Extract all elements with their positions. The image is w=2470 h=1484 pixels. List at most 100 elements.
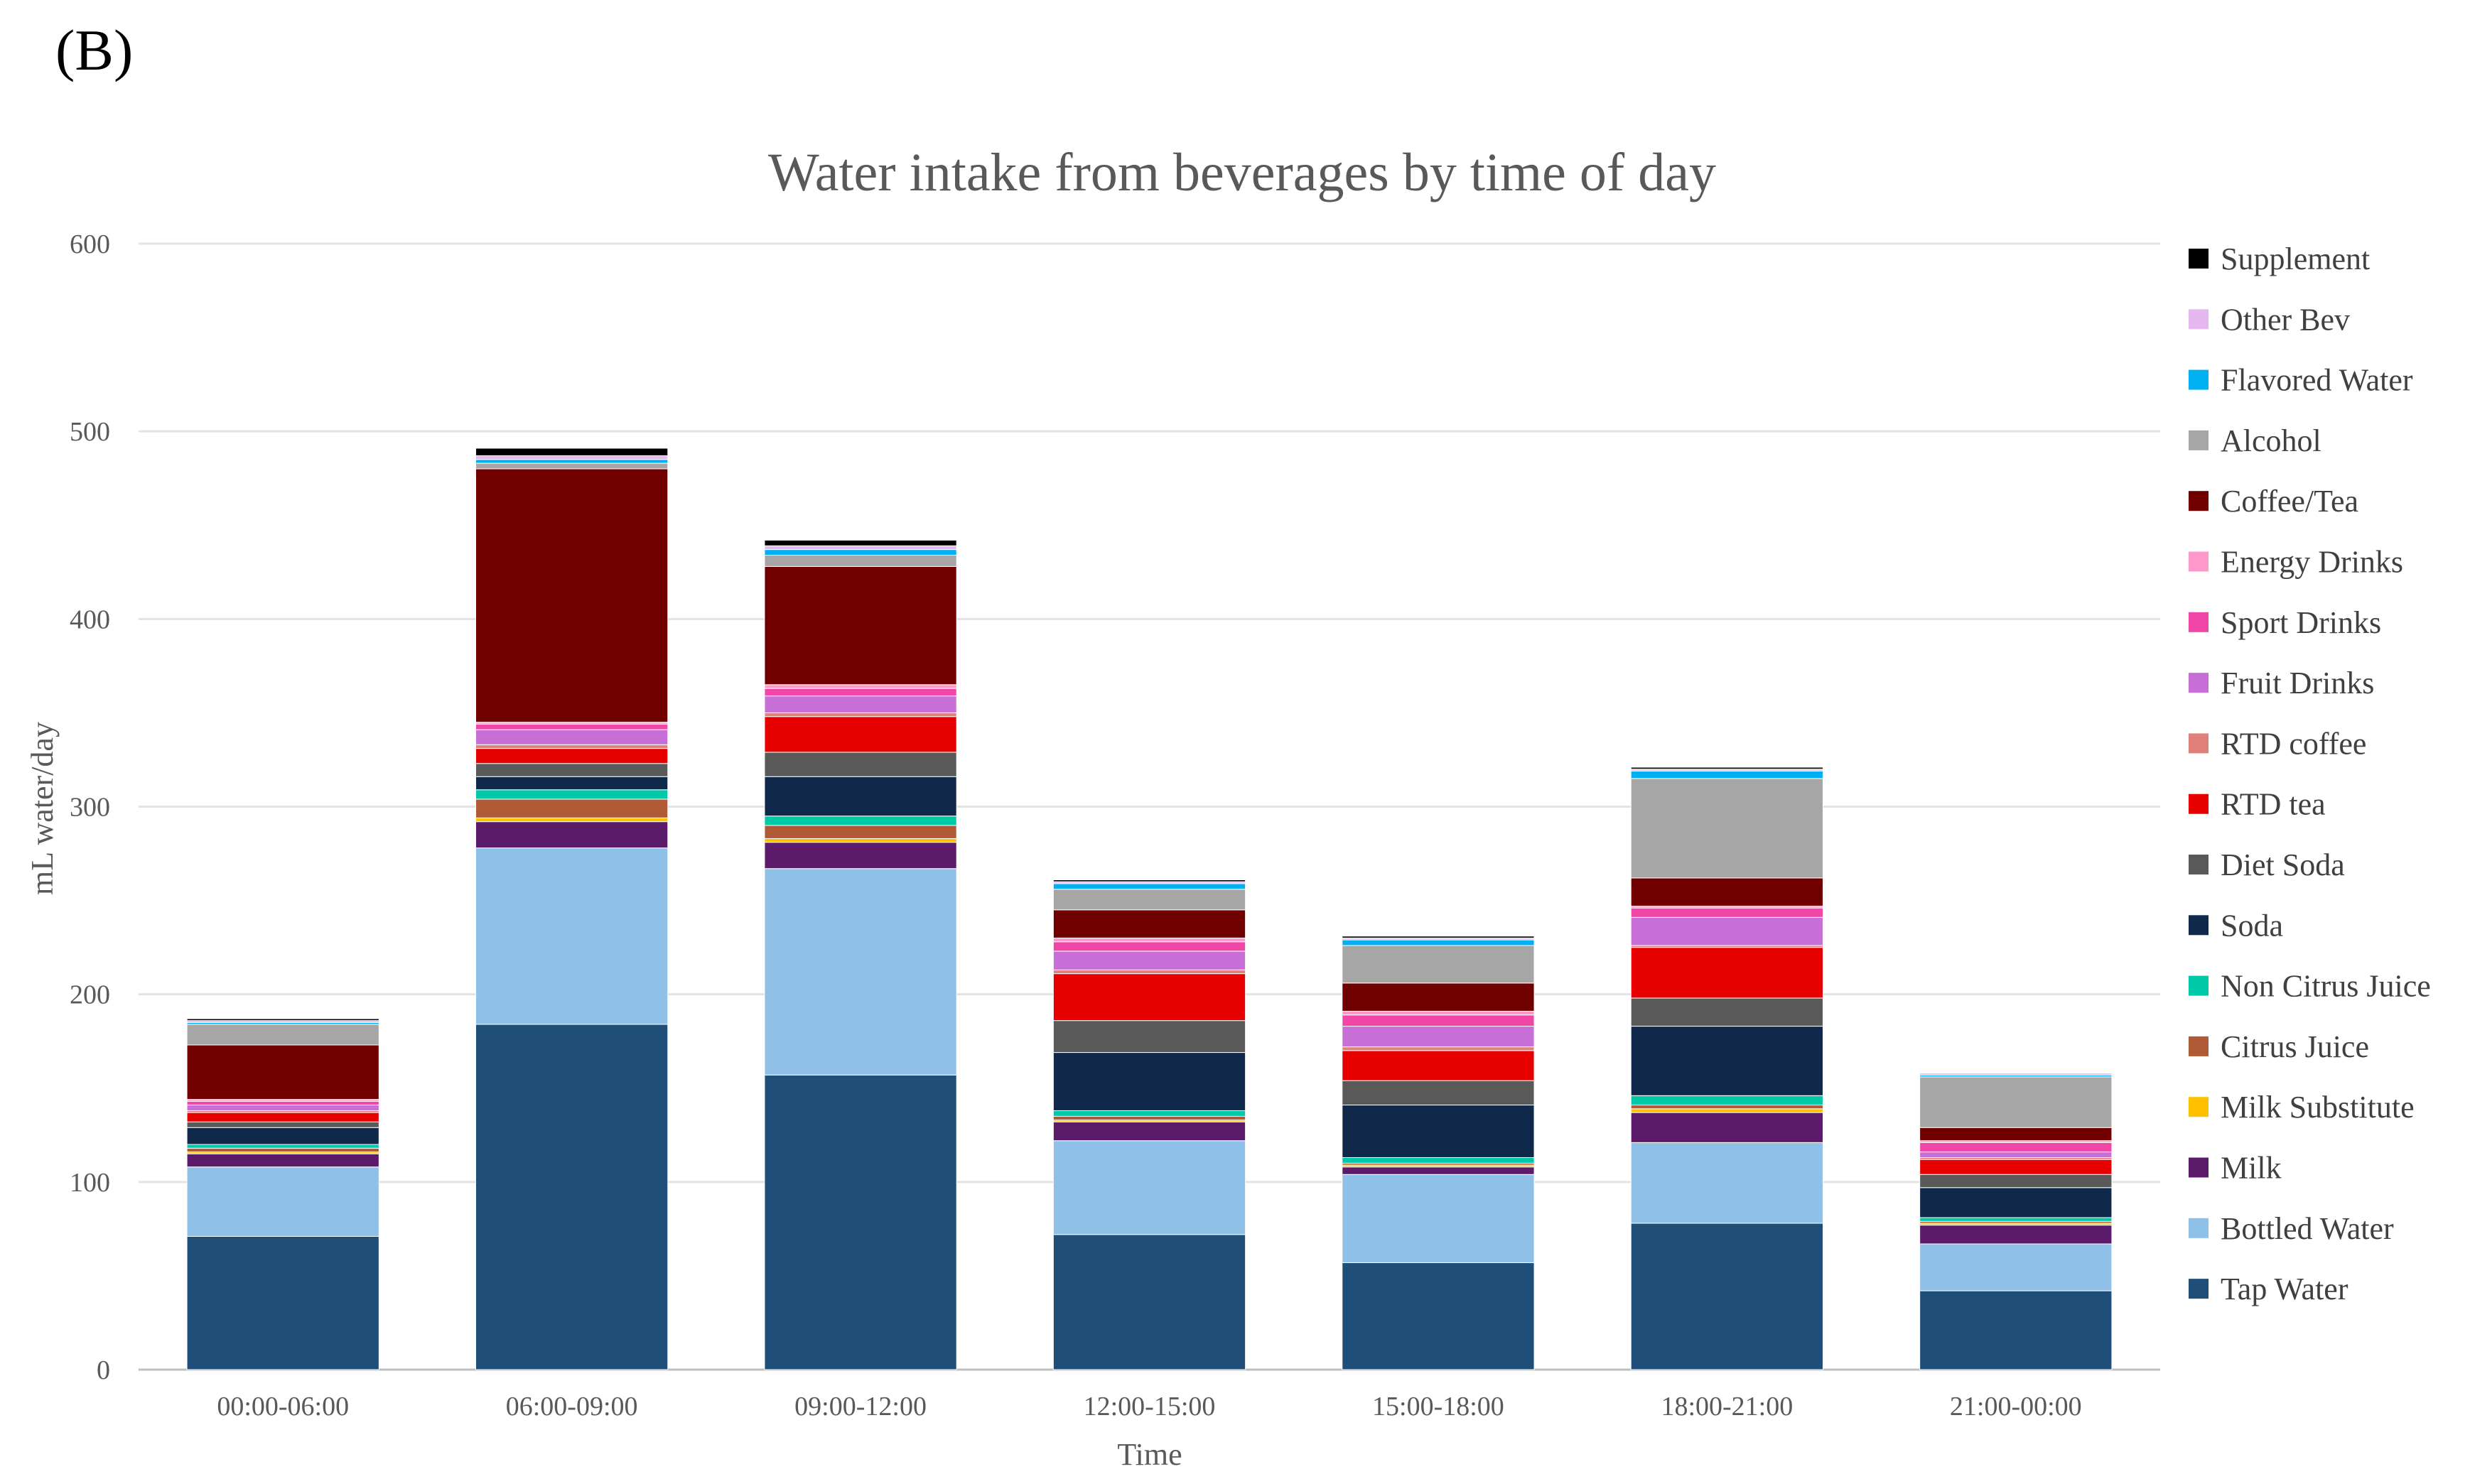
bar-segment-bottled-water	[1052, 1140, 1246, 1235]
bar-stack-12:00-15:00	[1052, 879, 1246, 1370]
bar-segment-coffee-tea	[186, 1044, 379, 1100]
bar-segment-alcohol	[1630, 778, 1823, 879]
legend-swatch	[2189, 673, 2209, 693]
bar-segment-rtd-tea	[1342, 1050, 1535, 1081]
bar-segment-citrus-juice	[186, 1147, 379, 1153]
bar-segment-tap-water	[186, 1235, 379, 1370]
bar-segment-milk	[1630, 1112, 1823, 1143]
legend-item-other-bev: Other Bev	[2189, 302, 2350, 337]
legend-item-diet-soda: Diet Soda	[2189, 847, 2345, 882]
bar-segment-energy-drinks	[1052, 937, 1246, 943]
bar-segment-supplement	[764, 539, 957, 546]
bar-segment-rtd-tea	[1052, 973, 1246, 1022]
y-axis-title: mL water/day	[25, 722, 60, 895]
bar-segment-diet-soda	[1342, 1080, 1535, 1106]
legend-item-milk-substitute: Milk Substitute	[2189, 1090, 2415, 1125]
bar-segment-other-bev	[764, 545, 957, 551]
bar-segment-supplement	[475, 448, 669, 457]
legend-swatch	[2189, 794, 2209, 814]
legend-swatch	[2189, 612, 2209, 632]
bar-segment-rtd-coffee	[1052, 969, 1246, 975]
legend-item-energy-drinks: Energy Drinks	[2189, 545, 2403, 580]
bar-segment-sport-drinks	[1342, 1014, 1535, 1027]
bar-segment-bottled-water	[1919, 1243, 2113, 1291]
y-tick-label: 600	[70, 229, 110, 259]
bar-segment-milk	[1919, 1225, 2113, 1245]
bar-segment-sport-drinks	[764, 688, 957, 697]
bar-segment-supplement	[1342, 936, 1535, 938]
bar-segment-diet-soda	[1052, 1020, 1246, 1054]
bar-segment-fruit-drinks	[1052, 950, 1246, 970]
bar-stack-21:00-00:00	[1919, 1073, 2113, 1370]
legend-label: Tap Water	[2221, 1272, 2348, 1306]
x-axis-title: Time	[1117, 1437, 1182, 1472]
bar-segment-energy-drinks	[764, 684, 957, 689]
legend-item-soda: Soda	[2189, 908, 2283, 943]
bar-segment-soda	[1342, 1105, 1535, 1158]
bar-segment-flavored-water	[475, 459, 669, 464]
legend-swatch	[2189, 1097, 2209, 1117]
legend-label: Alcohol	[2221, 423, 2321, 458]
bar-stack-06:00-09:00	[475, 448, 669, 1370]
legend-label: Flavored Water	[2221, 363, 2413, 398]
bar-segment-diet-soda	[764, 752, 957, 777]
bar-segment-rtd-tea	[475, 748, 669, 764]
x-tick-label: 18:00-21:00	[1661, 1392, 1793, 1421]
bar-segment-diet-soda	[1630, 997, 1823, 1027]
bar-segment-milk-substitute	[475, 817, 669, 823]
bar-segment-fruit-drinks	[1342, 1026, 1535, 1048]
bar-segment-citrus-juice	[1052, 1115, 1246, 1121]
bar-segment-sport-drinks	[475, 723, 669, 730]
bar-segment-milk	[186, 1153, 379, 1168]
bar-segment-tap-water	[1342, 1262, 1535, 1370]
legend: Supplement Other Bev Flavored Water Alcohol…	[2189, 242, 2431, 1306]
legend-swatch	[2189, 491, 2209, 511]
bar-segment-fruit-drinks	[1919, 1152, 2113, 1158]
bar-segment-tap-water	[1052, 1234, 1246, 1370]
bar-segment-bottled-water	[1342, 1174, 1535, 1263]
bar-segment-coffee-tea	[1342, 982, 1535, 1012]
legend-label: RTD tea	[2221, 787, 2326, 822]
legend-item-bottled-water: Bottled Water	[2189, 1211, 2394, 1246]
bar-segment-sport-drinks	[1630, 907, 1823, 918]
legend-swatch	[2189, 915, 2209, 936]
bar-segment-energy-drinks	[1342, 1010, 1535, 1016]
legend-swatch	[2189, 430, 2209, 450]
bar-segment-non-citrus-juice	[186, 1144, 379, 1149]
y-tick-label: 400	[70, 605, 110, 634]
bar-segment-alcohol	[764, 555, 957, 567]
bar-segment-coffee-tea	[1919, 1127, 2113, 1142]
bar-segment-milk	[764, 842, 957, 870]
legend-item-tap-water: Tap Water	[2189, 1272, 2348, 1306]
bar-segment-coffee-tea	[764, 565, 957, 686]
legend-label: Sport Drinks	[2221, 605, 2381, 640]
bar-segment-milk	[475, 821, 669, 849]
bar-segment-tap-water	[1630, 1223, 1823, 1370]
x-axis-ticks: 00:00-06:00 06:00-09:00 09:00-12:00 12:00-1…	[217, 1392, 2081, 1421]
bar-segment-soda	[764, 776, 957, 817]
y-axis-ticks: 0 100 200 300 400 500 600	[70, 229, 110, 1385]
legend-item-citrus-juice: Citrus Juice	[2189, 1029, 2369, 1064]
legend-label: Energy Drinks	[2221, 545, 2403, 580]
bar-segment-tap-water	[1919, 1290, 2113, 1370]
legend-swatch	[2189, 1157, 2209, 1178]
bar-segment-diet-soda	[1919, 1174, 2113, 1188]
bar-segment-bottled-water	[1630, 1142, 1823, 1224]
legend-item-non-citrus-juice: Non Citrus Juice	[2189, 969, 2431, 1004]
legend-item-coffee-tea: Coffee/Tea	[2189, 484, 2358, 519]
bar-segment-sport-drinks	[1052, 941, 1246, 952]
legend-swatch	[2189, 975, 2209, 996]
bar-segment-alcohol	[1919, 1076, 2113, 1128]
bar-segment-alcohol	[1052, 889, 1246, 911]
legend-swatch	[2189, 249, 2209, 269]
bar-segment-flavored-water	[1052, 883, 1246, 890]
bar-segment-bottled-water	[186, 1166, 379, 1237]
bars	[186, 448, 2113, 1370]
y-tick-label: 0	[97, 1355, 110, 1385]
bar-segment-supplement	[1630, 767, 1823, 770]
bar-segment-fruit-drinks	[186, 1105, 379, 1111]
legend-item-sport-drinks: Sport Drinks	[2189, 605, 2381, 640]
bar-segment-other-bev	[475, 455, 669, 460]
bar-segment-non-citrus-juice	[1630, 1095, 1823, 1106]
